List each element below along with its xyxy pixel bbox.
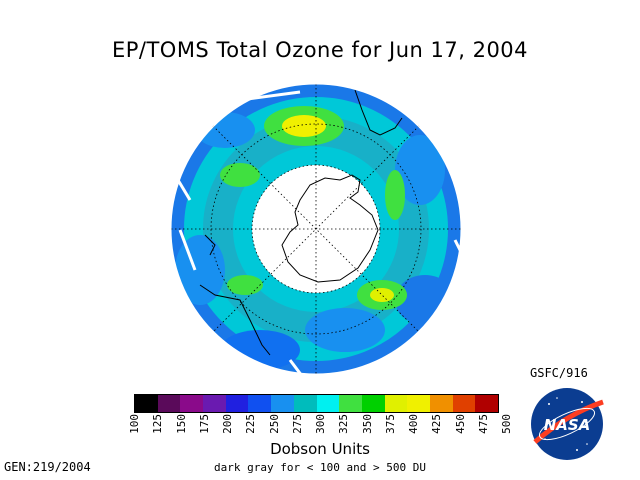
units-label: Dobson Units — [270, 440, 370, 458]
color-swatch — [180, 395, 204, 412]
scale-tick-label: 350 — [360, 414, 374, 434]
australia-outline — [204, 234, 216, 256]
gsfc-label: GSFC/916 — [530, 366, 588, 380]
scale-tick-label: 300 — [314, 414, 327, 434]
scale-tick-label: 200 — [221, 414, 234, 434]
color-swatch — [361, 395, 385, 412]
scale-tick-label: 475 — [476, 414, 490, 434]
color-swatch — [475, 395, 498, 412]
graticule — [171, 84, 461, 374]
scale-tick-label: 450 — [453, 414, 467, 434]
color-swatch — [384, 395, 408, 412]
south-america-outline — [354, 89, 403, 136]
scale-tick-label: 500 — [500, 414, 513, 434]
scale-tick-label: 250 — [267, 414, 281, 434]
scale-tick-label: 225 — [244, 414, 258, 434]
color-swatch — [203, 395, 226, 412]
range-note: dark gray for < 100 and > 500 DU — [214, 461, 426, 474]
antarctica-outline — [281, 174, 379, 283]
scale-tick-label: 125 — [151, 414, 165, 434]
scale-tick-label: 175 — [197, 414, 211, 434]
map-title: EP/TOMS Total Ozone for Jun 17, 2004 — [111, 38, 529, 62]
africa-outline — [199, 284, 271, 356]
svg-text:NASA: NASA — [544, 416, 591, 434]
color-swatch — [248, 395, 272, 412]
color-swatch — [407, 395, 430, 412]
generation-label: GEN:219/2004 — [4, 460, 91, 474]
scale-tick-label: 325 — [337, 414, 351, 434]
scale-tick-label: 425 — [430, 414, 444, 434]
color-swatch — [339, 395, 362, 412]
nasa-logo-icon: NASA — [531, 388, 604, 460]
color-swatch — [157, 395, 181, 412]
color-swatch — [429, 395, 453, 412]
color-swatch — [271, 395, 294, 412]
scale-tick-label: 150 — [174, 414, 188, 434]
scale-tick-label: 100 — [128, 414, 141, 434]
scale-tick-label: 375 — [383, 414, 397, 434]
color-swatch — [225, 395, 249, 412]
color-swatch — [135, 395, 158, 412]
color-swatch — [452, 395, 476, 412]
color-scale-bar — [134, 394, 499, 413]
color-swatch — [316, 395, 340, 412]
color-swatch — [293, 395, 317, 412]
scale-tick-label: 275 — [290, 414, 304, 434]
scale-tick-label: 400 — [407, 414, 420, 434]
